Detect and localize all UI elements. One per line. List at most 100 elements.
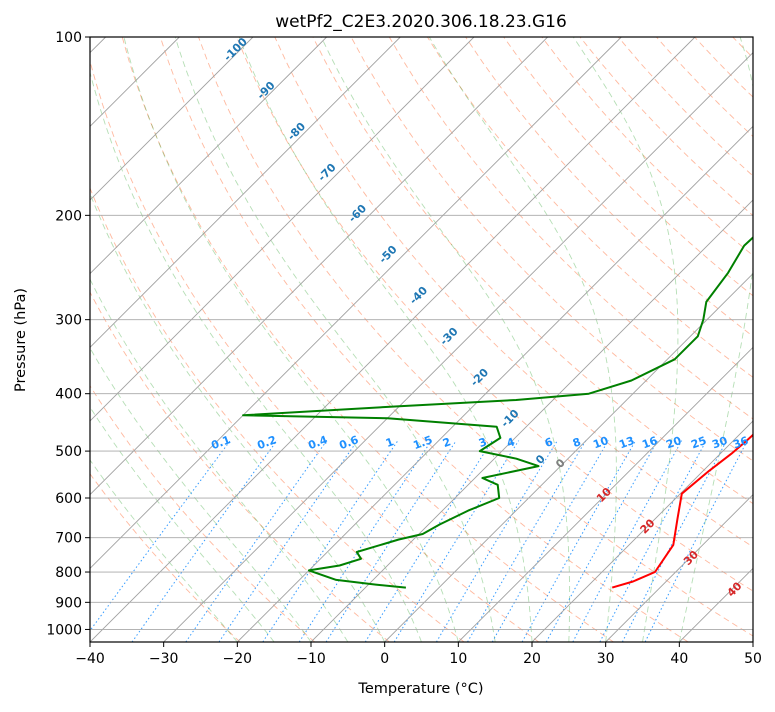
x-tick-label: 10	[449, 651, 467, 667]
moist-adiabat-line	[46, 37, 384, 642]
mixing-ratio-line	[492, 441, 608, 642]
mixing-ratio-label: 36	[731, 434, 750, 452]
isotherm-label: -80	[285, 120, 308, 143]
mixing-ratio-line	[394, 441, 519, 642]
mixing-ratio-label: 10	[591, 434, 610, 452]
isotherm-line	[90, 37, 695, 642]
moist-adiabat-line	[573, 37, 678, 642]
mixing-ratio-line	[600, 441, 706, 642]
temperature-profile	[612, 37, 775, 588]
y-tick-label: 100	[55, 30, 82, 46]
mixing-ratio-label: 30	[710, 434, 729, 452]
dry-adiabat-line	[275, 37, 775, 642]
theta-label: 30	[681, 548, 701, 568]
isotherm-line	[0, 37, 253, 642]
dry-adiabat-line	[771, 37, 775, 642]
y-tick-label: 500	[55, 444, 82, 460]
x-tick-label: −40	[75, 651, 105, 667]
mixing-ratio-label: 1	[384, 435, 396, 450]
chart-title: wetPf2_C2E3.2020.306.18.23.G16	[275, 12, 567, 32]
mixing-ratio-label: 13	[617, 434, 636, 451]
dry-adiabat-line	[542, 37, 775, 642]
y-tick-label: 800	[55, 565, 82, 581]
theta-label: 40	[725, 579, 745, 599]
mixing-ratio-label: 0.1	[209, 433, 232, 452]
mixing-ratio-label: 25	[689, 434, 708, 451]
dry-adiabat-line	[695, 37, 775, 642]
dry-adiabat-line	[733, 37, 775, 642]
mixing-ratio-line	[263, 441, 398, 642]
isotherm-line	[0, 37, 327, 642]
y-tick-label: 400	[55, 387, 82, 403]
mixing-ratio-line	[186, 441, 327, 642]
x-axis-label: Temperature (°C)	[357, 681, 483, 697]
dry-adiabat-line	[466, 37, 775, 642]
moist-adiabat-line	[0, 37, 274, 642]
y-tick-label: 1000	[46, 622, 82, 638]
moist-adiabat-line	[239, 37, 532, 642]
isotherm-label: -70	[315, 161, 338, 184]
theta-label: 0	[553, 456, 568, 471]
mixing-ratio-line	[219, 441, 357, 642]
isotherm-label: -30	[437, 325, 460, 348]
mixing-ratio-label: 2	[441, 435, 453, 450]
moist-adiabat-line	[0, 37, 311, 642]
isotherm-label: -20	[468, 366, 491, 389]
isotherm-line	[753, 37, 775, 642]
isotherm-line	[0, 37, 548, 642]
dry-adiabat-line	[0, 37, 315, 642]
x-tick-label: −10	[296, 651, 326, 667]
mixing-ratio-line	[365, 441, 492, 642]
x-tick-label: 0	[380, 651, 389, 667]
y-tick-label: 900	[55, 595, 82, 611]
mixing-ratio-label: 3	[477, 435, 489, 450]
mixing-ratio-line	[645, 441, 747, 642]
mixing-ratio-label: 20	[664, 434, 683, 452]
mixing-ratio-label: 16	[640, 434, 659, 452]
mixing-ratio-label: 0.2	[255, 433, 278, 452]
dry-adiabat-line	[427, 37, 775, 642]
dry-adiabat-line	[351, 37, 775, 642]
background-lines	[0, 37, 775, 642]
y-axis: 100 200 300 400 500 600 700 800 900 1000	[46, 30, 90, 638]
mixing-ratio-line	[522, 441, 636, 642]
y-axis-label: Pressure (hPa)	[13, 288, 29, 392]
isotherm-label: -40	[407, 284, 430, 307]
y-tick-label: 700	[55, 531, 82, 547]
isotherm-line	[0, 37, 400, 642]
dry-adiabat-line	[84, 37, 539, 642]
y-tick-label: 200	[55, 208, 82, 224]
isotherm-label: -10	[498, 407, 521, 430]
x-axis: −40 −30 −20 −10 0 10 20 30 40 50	[75, 642, 762, 667]
mixing-ratio-label: 0.6	[337, 433, 360, 452]
dry-adiabat-line	[8, 37, 390, 642]
x-tick-label: 20	[523, 651, 541, 667]
isotherm-line	[16, 37, 621, 642]
dry-adiabat-line	[0, 37, 240, 642]
isotherm-label: -60	[346, 202, 369, 225]
x-tick-label: 40	[670, 651, 688, 667]
plot-frame	[90, 37, 753, 642]
theta-label: 10	[594, 485, 614, 505]
x-tick-label: 30	[597, 651, 615, 667]
dry-adiabat-line	[504, 37, 775, 642]
isotherm-line	[311, 37, 775, 642]
dry-adiabat-line	[656, 37, 775, 642]
y-tick-label: 600	[55, 491, 82, 507]
isotherm-label: -50	[376, 243, 399, 266]
moist-adiabat-line	[0, 37, 237, 642]
x-tick-label: −20	[223, 651, 253, 667]
mixing-ratio-line	[573, 441, 682, 642]
mixing-ratio-label: 8	[571, 435, 583, 450]
x-tick-label: −30	[149, 651, 179, 667]
mixing-ratio-line	[132, 441, 277, 642]
mixing-ratio-line	[546, 441, 657, 642]
profile-lines	[243, 37, 775, 588]
y-tick-label: 300	[55, 313, 82, 329]
dewpoint-profile	[243, 37, 775, 588]
moist-adiabat-line	[82, 37, 422, 642]
x-tick-label: 50	[744, 651, 762, 667]
mixing-ratio-label: 0.4	[306, 433, 329, 452]
